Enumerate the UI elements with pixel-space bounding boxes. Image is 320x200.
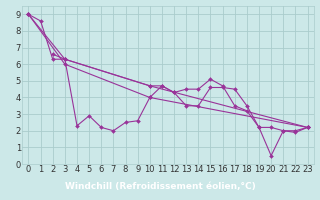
Text: Windchill (Refroidissement éolien,°C): Windchill (Refroidissement éolien,°C) [65, 182, 255, 191]
